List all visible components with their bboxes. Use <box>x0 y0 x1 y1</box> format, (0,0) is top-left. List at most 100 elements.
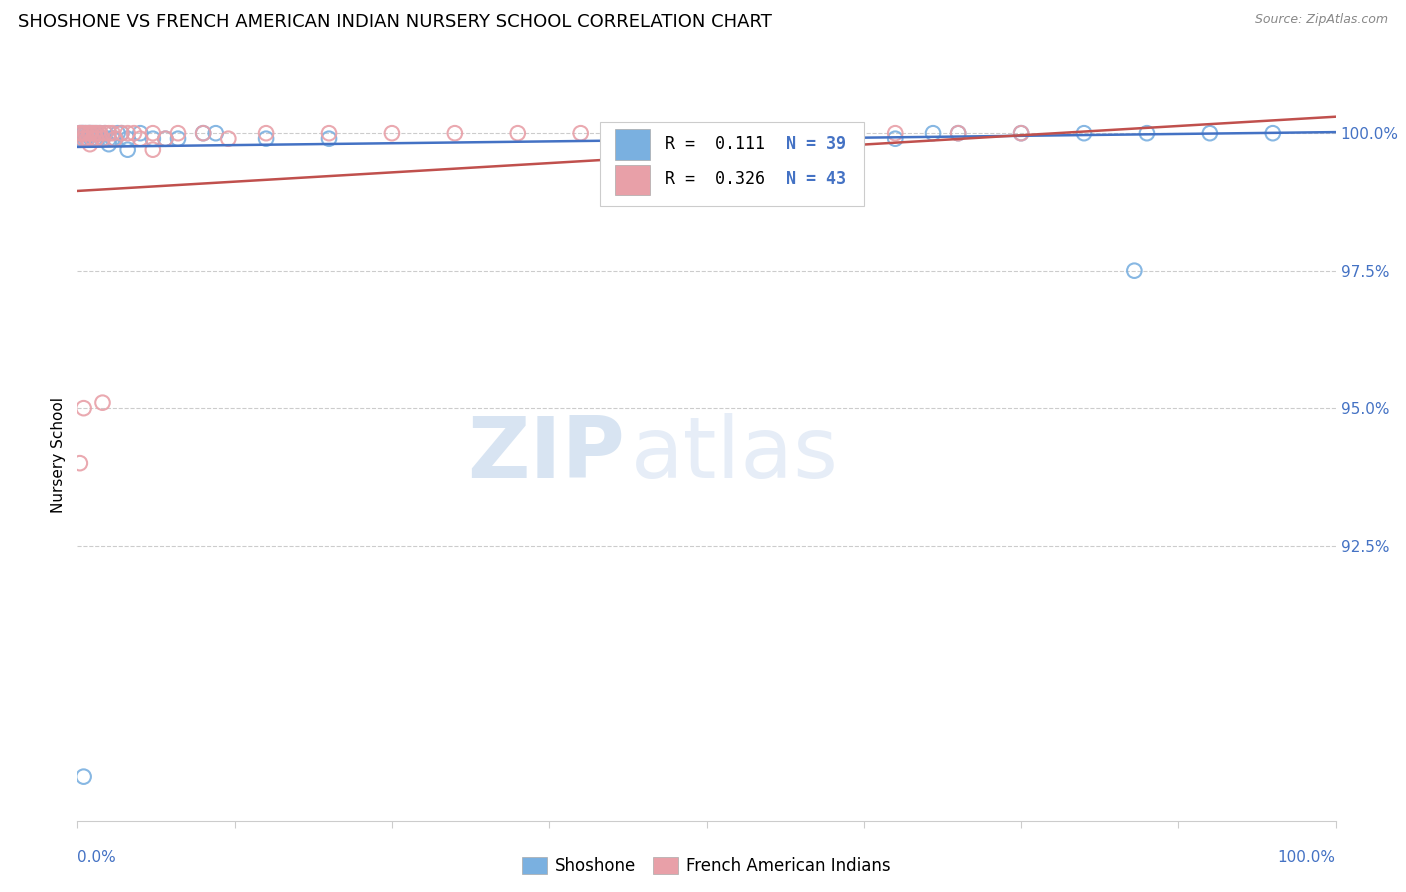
Point <box>79 126 101 140</box>
Point <box>884 126 907 140</box>
Point <box>884 131 907 145</box>
Point <box>142 143 165 157</box>
Point <box>91 131 114 145</box>
Text: SHOSHONE VS FRENCH AMERICAN INDIAN NURSERY SCHOOL CORRELATION CHART: SHOSHONE VS FRENCH AMERICAN INDIAN NURSE… <box>18 13 772 31</box>
Point <box>633 126 655 140</box>
Point <box>1198 126 1220 140</box>
Text: atlas: atlas <box>631 413 839 497</box>
Point <box>79 126 101 140</box>
Text: 100.0%: 100.0% <box>1278 850 1336 865</box>
Point <box>254 126 277 140</box>
Point <box>129 131 152 145</box>
Point <box>77 126 100 140</box>
Point <box>1010 126 1032 140</box>
FancyBboxPatch shape <box>599 122 863 206</box>
Point <box>72 126 94 140</box>
Point <box>91 131 114 145</box>
Point <box>318 131 340 145</box>
Point <box>101 126 124 140</box>
Point <box>142 126 165 140</box>
Point <box>506 126 529 140</box>
Text: N = 39: N = 39 <box>786 135 846 153</box>
Bar <box>614 129 650 161</box>
Text: Source: ZipAtlas.com: Source: ZipAtlas.com <box>1254 13 1388 27</box>
Point <box>83 126 105 140</box>
Point <box>76 131 98 145</box>
Text: ZIP: ZIP <box>467 413 624 497</box>
Point <box>167 126 190 140</box>
Point <box>569 126 592 140</box>
Text: R =  0.111: R = 0.111 <box>665 135 765 153</box>
Point <box>84 126 107 140</box>
Point <box>110 126 132 140</box>
Point <box>444 126 467 140</box>
Point <box>77 126 100 140</box>
Point <box>117 126 139 140</box>
Point <box>948 126 970 140</box>
Text: R =  0.326: R = 0.326 <box>665 170 765 188</box>
Point <box>89 126 111 140</box>
Point <box>155 131 177 145</box>
Point <box>69 126 91 140</box>
Point <box>1073 126 1095 140</box>
Point <box>104 131 127 145</box>
Point <box>948 126 970 140</box>
Point <box>72 126 94 140</box>
Point <box>86 131 108 145</box>
Point <box>696 126 718 140</box>
Point <box>89 126 111 140</box>
Point <box>129 126 152 140</box>
Text: N = 43: N = 43 <box>786 170 846 188</box>
Point <box>97 137 120 152</box>
Point <box>821 126 844 140</box>
Point <box>217 131 239 145</box>
Point <box>107 126 129 140</box>
Bar <box>614 164 650 195</box>
Point <box>80 126 103 140</box>
Legend: Shoshone, French American Indians: Shoshone, French American Indians <box>515 850 898 882</box>
Point <box>117 143 139 157</box>
Point <box>79 137 101 152</box>
Point <box>758 126 780 140</box>
Point <box>922 126 945 140</box>
Point <box>94 126 117 140</box>
Point <box>72 126 94 140</box>
Point <box>104 131 127 145</box>
Point <box>204 126 226 140</box>
Point <box>94 126 117 140</box>
Point <box>122 126 145 140</box>
Point <box>70 131 93 145</box>
Point <box>84 126 107 140</box>
Point <box>167 131 190 145</box>
Point <box>318 126 340 140</box>
Point <box>155 131 177 145</box>
Point <box>191 126 215 140</box>
Point <box>1123 263 1146 277</box>
Point <box>381 126 404 140</box>
Point <box>191 126 215 140</box>
Point <box>69 456 91 470</box>
Point <box>84 131 107 145</box>
Point <box>86 126 108 140</box>
Point <box>70 126 93 140</box>
Point <box>69 126 91 140</box>
Point <box>82 126 104 140</box>
Point <box>97 131 120 145</box>
Point <box>254 131 277 145</box>
Point <box>110 126 132 140</box>
Point <box>84 131 107 145</box>
Point <box>101 131 124 145</box>
Text: 0.0%: 0.0% <box>77 850 117 865</box>
Point <box>1261 126 1284 140</box>
Point <box>1010 126 1032 140</box>
Point <box>80 131 103 145</box>
Point <box>142 131 165 145</box>
Point <box>72 770 94 784</box>
Point <box>72 401 94 416</box>
Point <box>75 126 97 140</box>
Point <box>82 131 104 145</box>
Point <box>75 126 97 140</box>
Point <box>97 126 120 140</box>
Point <box>72 131 94 145</box>
Point <box>117 131 139 145</box>
